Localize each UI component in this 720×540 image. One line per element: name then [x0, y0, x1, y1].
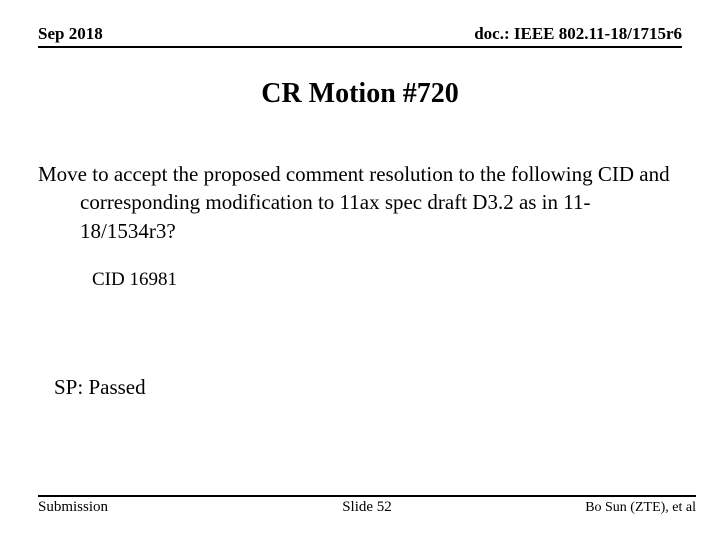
footer-author: Bo Sun (ZTE), et al	[585, 500, 696, 516]
cid-line: CID 16981	[38, 267, 682, 293]
slide-footer: Submission Slide 52 Bo Sun (ZTE), et al	[38, 495, 696, 516]
slide-header: Sep 2018 doc.: IEEE 802.11-18/1715r6	[38, 24, 682, 48]
motion-text: Move to accept the proposed comment reso…	[38, 160, 682, 245]
slide-title: CR Motion #720	[0, 78, 720, 110]
header-doc-number: doc.: IEEE 802.11-18/1715r6	[474, 24, 682, 44]
footer-row: Submission Slide 52 Bo Sun (ZTE), et al	[38, 499, 696, 516]
sp-result: SP: Passed	[54, 375, 146, 400]
slide-body: Move to accept the proposed comment reso…	[38, 160, 682, 293]
header-date: Sep 2018	[38, 24, 103, 44]
footer-left: Submission	[38, 499, 108, 516]
slide: Sep 2018 doc.: IEEE 802.11-18/1715r6 CR …	[0, 0, 720, 540]
